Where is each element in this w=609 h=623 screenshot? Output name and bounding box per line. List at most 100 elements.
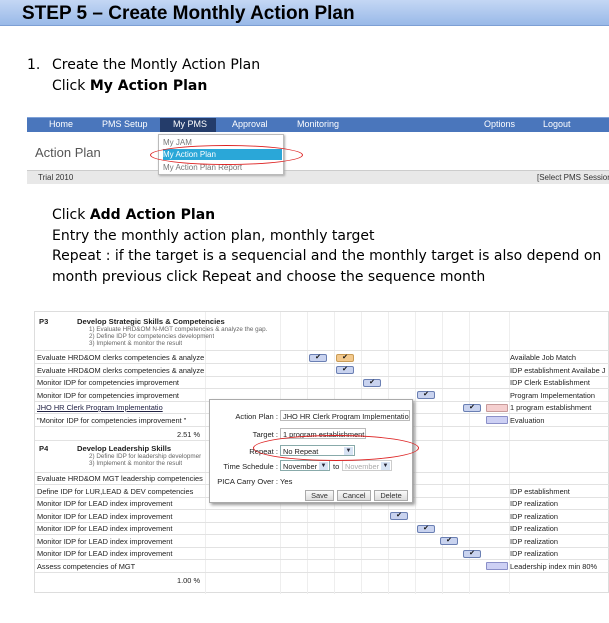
completed-mark[interactable]: ✔ [309, 354, 327, 362]
task-name: Monitor IDP for LEAD index improvement [37, 512, 173, 521]
task-name: Monitor IDP for LEAD index improvement [37, 549, 173, 558]
task-result: IDP realization [510, 549, 558, 558]
para-line-1: Click Add Action Plan [52, 207, 216, 223]
nav-my-pms[interactable]: My PMS [173, 119, 208, 129]
completed-mark[interactable]: ✔ [390, 512, 408, 520]
planned-bar[interactable] [486, 416, 508, 424]
completed-mark[interactable]: ✔ [336, 366, 354, 374]
section-title: Develop Strategic Skills & Competencies [77, 317, 225, 326]
save-button[interactable]: Save [305, 490, 334, 501]
delete-button[interactable]: Delete [374, 490, 408, 501]
task-result: Program Impelementation [510, 391, 596, 400]
task-result: IDP realization [510, 524, 558, 533]
section-subtitle: 2) Define IDP for competencies developme… [89, 333, 215, 340]
task-name: Assess competencies of MGT [37, 562, 136, 571]
weight-percent: 1.00 % [177, 576, 201, 585]
row-divider [35, 350, 609, 351]
instruction-line-2: Click My Action Plan [52, 78, 208, 94]
nav-logout[interactable]: Logout [543, 119, 571, 129]
task-result: 1 program establishment [510, 403, 592, 412]
menu-item-action-plan-report[interactable]: My Action Plan Report [163, 163, 243, 172]
task-name: Evaluate HRD&OM clerks competencies & an… [37, 353, 205, 362]
section-subtitle: 2) Define IDP for leadership developmer [89, 453, 202, 460]
task-result: Leadership index min 80% [510, 562, 598, 571]
cancel-button[interactable]: Cancel [337, 490, 371, 501]
row-divider [35, 572, 609, 573]
highlight-oval [150, 145, 303, 165]
nav-approval[interactable]: Approval [232, 119, 268, 129]
divider [415, 312, 416, 594]
para-line-3: Repeat : if the target is a sequencial a… [52, 248, 602, 264]
task-name: Define IDP for LUR,LEAD & DEV competenci… [37, 487, 194, 496]
pending-mark[interactable]: ✔ [336, 354, 354, 362]
instruction-number: 1. [27, 57, 41, 73]
task-name: "Monitor IDP for competencies improvemen… [37, 416, 187, 425]
task-name-selected[interactable]: JHO HR Clerk Program Implementatio [37, 403, 163, 412]
section-subtitle: 3) Implement & monitor the result [89, 340, 183, 347]
nav-options[interactable]: Options [484, 119, 516, 129]
chevron-down-icon: ▼ [381, 462, 390, 470]
page-title: Action Plan [35, 145, 101, 160]
row-divider [35, 534, 609, 535]
section-subtitle: 1) Evaluate HRD&OM N-MGT competencies & … [89, 326, 268, 333]
task-result: IDP realization [510, 537, 558, 546]
task-result: Available Job Match [510, 353, 577, 362]
nav-pms-setup[interactable]: PMS Setup [102, 119, 148, 129]
task-result: IDP establishment [510, 487, 570, 496]
nav-active-indicator [160, 118, 216, 132]
step-banner: STEP 5 – Create Monthly Action Plan [0, 0, 609, 26]
row-divider [35, 509, 609, 510]
select-session-link[interactable]: [Select PMS Session [537, 173, 609, 182]
trial-label: Trial 2010 [38, 173, 74, 182]
divider [509, 312, 510, 594]
row-divider [35, 388, 609, 389]
action-plan-label: Action Plan : [235, 412, 278, 421]
completed-mark[interactable]: ✔ [440, 537, 458, 545]
row-divider [35, 363, 609, 364]
row-divider [35, 559, 609, 560]
divider [205, 312, 206, 594]
para-line-4: month previous click Repeat and choose t… [52, 269, 486, 285]
menu-item-my-jam[interactable]: My JAM [163, 138, 192, 147]
divider [469, 312, 470, 594]
schedule-from-select[interactable]: November ▼ [280, 460, 330, 471]
task-result: IDP realization [510, 499, 558, 508]
divider [442, 312, 443, 594]
target-label: Target : [252, 430, 278, 439]
step-title: STEP 5 – Create Monthly Action Plan [22, 3, 355, 24]
task-result: IDP Clerk Establishment [510, 378, 590, 387]
session-bar: Trial 2010 [Select PMS Session [27, 170, 609, 184]
row-divider [35, 376, 609, 377]
nav-home[interactable]: Home [49, 119, 74, 129]
task-name: Monitor IDP for competencies improvement [37, 378, 179, 387]
row-divider [35, 547, 609, 548]
instruction-line-1: Create the Montly Action Plan [52, 57, 261, 73]
task-name: Monitor IDP for competencies improvement [37, 391, 179, 400]
para-line-2: Entry the monthly action plan, monthly t… [52, 228, 375, 244]
completed-mark[interactable]: ✔ [363, 379, 381, 387]
action-plan-input[interactable]: JHO HR Clerk Program Implementatio [280, 410, 410, 421]
row-divider [35, 522, 609, 523]
schedule-label: Time Schedule : [223, 462, 278, 471]
task-name: Evaluate HRD&OM MGT leadership competenc… [37, 474, 203, 483]
section-subtitle: 3) Implement & monitor the result [89, 460, 183, 467]
action-plan-header [27, 132, 609, 172]
schedule-to-select[interactable]: November ▼ [342, 460, 392, 471]
completed-mark[interactable]: ✔ [463, 404, 481, 412]
planned-bar[interactable] [486, 562, 508, 570]
section-code: P3 [39, 317, 49, 326]
schedule-to-label: to [333, 462, 340, 471]
task-result: Evaluation [510, 416, 545, 425]
task-name: Evaluate HRD&OM clerks competencies & an… [37, 366, 205, 375]
task-name: Monitor IDP for LEAD index improvement [37, 537, 173, 546]
completed-mark[interactable]: ✔ [463, 550, 481, 558]
nav-monitoring[interactable]: Monitoring [297, 119, 340, 129]
weight-percent: 2.51 % [177, 430, 201, 439]
task-result: IDP realization [510, 512, 558, 521]
planned-bar[interactable] [486, 404, 508, 412]
completed-mark[interactable]: ✔ [417, 391, 435, 399]
section-title: Develop Leadership Skills [77, 444, 172, 453]
completed-mark[interactable]: ✔ [417, 525, 435, 533]
chevron-down-icon: ▼ [319, 462, 328, 470]
task-name: Monitor IDP for LEAD index improvement [37, 499, 173, 508]
